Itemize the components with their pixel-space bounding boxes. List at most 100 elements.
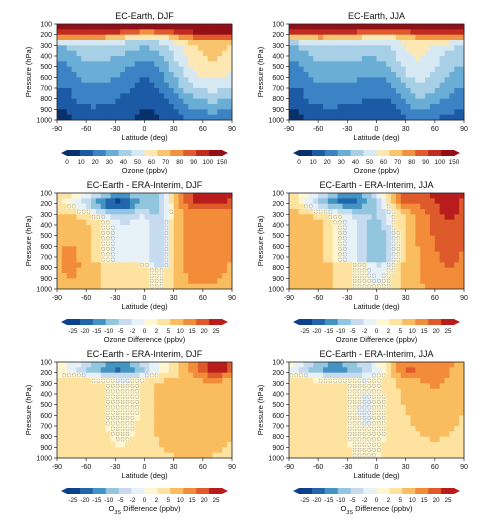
heatmap-cell xyxy=(115,420,121,427)
heatmap-cell xyxy=(400,40,407,46)
heatmap-cell xyxy=(342,241,348,247)
heatmap-cell xyxy=(71,267,77,274)
heatmap-cell xyxy=(110,452,116,459)
heatmap-cell xyxy=(173,109,179,116)
heatmap-cell xyxy=(134,436,141,443)
heatmap-cell xyxy=(376,88,382,94)
heatmap-cell xyxy=(66,273,72,279)
heatmap-cell xyxy=(178,273,184,279)
heatmap-cell xyxy=(405,278,411,285)
heatmap-cell xyxy=(149,257,155,263)
heatmap-cell xyxy=(376,442,382,448)
heatmap-cell xyxy=(125,426,131,432)
heatmap-cell xyxy=(100,404,107,411)
heatmap-cell xyxy=(454,257,460,263)
heatmap-cell xyxy=(420,209,426,215)
heatmap-cell xyxy=(188,426,194,432)
heatmap-cell xyxy=(289,88,295,94)
heatmap-cell xyxy=(81,283,87,290)
heatmap-cell xyxy=(193,45,199,52)
heatmap-cell xyxy=(400,235,407,242)
heatmap-cell xyxy=(415,61,421,68)
heatmap-cell xyxy=(342,452,348,459)
heatmap-cell xyxy=(425,104,431,110)
heatmap-cell xyxy=(405,420,411,427)
heatmap-cell xyxy=(168,251,175,258)
heatmap-cell xyxy=(337,378,343,384)
heatmap-cell xyxy=(61,77,68,84)
heatmap-cell xyxy=(303,29,309,36)
heatmap-cell xyxy=(110,251,116,258)
heatmap-cell xyxy=(129,388,136,395)
heatmap-cell xyxy=(71,394,77,400)
heatmap-cell xyxy=(395,82,402,89)
heatmap-cell xyxy=(366,98,373,105)
heatmap-cell xyxy=(91,251,97,258)
heatmap-cell xyxy=(144,235,150,242)
heatmap-cell xyxy=(308,442,314,448)
heatmap-cell xyxy=(352,273,358,279)
heatmap-cell xyxy=(115,56,121,62)
heatmap-cell xyxy=(289,225,295,231)
heatmap-cell xyxy=(139,383,145,390)
heatmap-cell xyxy=(347,362,353,368)
heatmap-cell xyxy=(163,399,170,406)
heatmap-cell xyxy=(425,24,431,30)
heatmap-cell xyxy=(376,283,382,290)
heatmap-cell xyxy=(425,230,431,237)
heatmap-cell xyxy=(129,452,136,459)
heatmap-cell xyxy=(318,241,324,247)
heatmap-cell xyxy=(144,109,150,116)
heatmap-cell xyxy=(76,410,82,416)
colorbar-tick-label: 2 xyxy=(155,328,159,335)
heatmap-cell xyxy=(81,394,87,400)
heatmap-cell xyxy=(303,447,309,454)
heatmap-cell xyxy=(381,431,387,438)
heatmap-cell xyxy=(159,225,165,231)
heatmap-cell xyxy=(405,198,411,205)
heatmap-cell xyxy=(357,251,363,258)
heatmap-cell xyxy=(57,198,63,205)
heatmap-cell xyxy=(139,262,145,269)
heatmap-cell xyxy=(337,109,343,116)
heatmap-cell xyxy=(293,372,300,379)
heatmap-cell xyxy=(337,372,343,379)
heatmap-cell xyxy=(81,420,87,427)
heatmap-cell xyxy=(149,426,155,432)
heatmap-cell xyxy=(352,426,358,432)
heatmap-cell xyxy=(154,257,160,263)
heatmap-cell xyxy=(120,40,126,46)
heatmap-cell xyxy=(168,209,175,215)
heatmap-cell xyxy=(163,34,170,41)
heatmap-cell xyxy=(222,251,228,258)
heatmap-cell xyxy=(134,72,141,78)
heatmap-cell xyxy=(159,420,165,427)
heatmap-cell xyxy=(163,267,170,274)
heatmap-cell xyxy=(81,442,87,448)
heatmap-cell xyxy=(86,262,92,269)
heatmap-cell xyxy=(57,56,63,62)
heatmap-cell xyxy=(298,436,304,443)
colorbar-label-main: O xyxy=(108,504,114,513)
heatmap-cell xyxy=(125,442,131,448)
heatmap-cell xyxy=(303,410,309,416)
heatmap-cell xyxy=(347,278,353,285)
heatmap-cell xyxy=(110,219,116,226)
heatmap-cell xyxy=(366,61,373,68)
heatmap-cell xyxy=(120,66,126,73)
heatmap-cell xyxy=(400,251,407,258)
heatmap-cell xyxy=(376,431,382,438)
heatmap-cell xyxy=(303,246,309,253)
y-tick-label: 800 xyxy=(272,434,284,441)
heatmap-cell xyxy=(188,24,194,30)
heatmap-cell xyxy=(144,203,150,210)
heatmap-cell xyxy=(95,88,102,94)
heatmap-cell xyxy=(173,372,179,379)
y-tick-label: 500 xyxy=(40,64,52,71)
colorbar-tick-label: -2 xyxy=(130,328,136,335)
heatmap-cell xyxy=(129,278,136,285)
heatmap-cell xyxy=(188,109,194,116)
heatmap-cell xyxy=(217,246,223,253)
heatmap-cell xyxy=(105,452,111,459)
heatmap-cell xyxy=(395,114,402,121)
